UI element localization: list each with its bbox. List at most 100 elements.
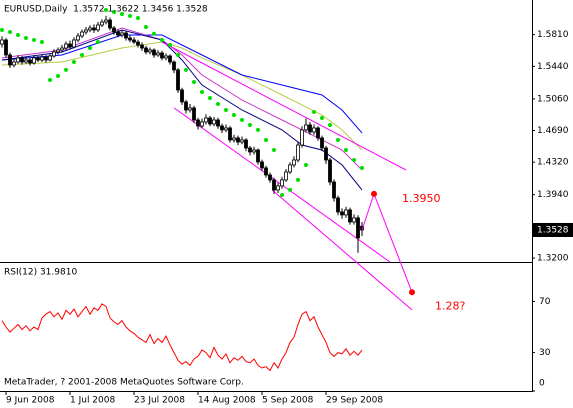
copyright: MetaTrader, ? 2001-2008 MetaQuotes Softw… [4,378,244,388]
candle-body [56,49,60,53]
forecast-label: 1.3950 [402,192,441,205]
candle-body [124,32,128,39]
candle-body [148,49,152,53]
sar-dot [64,67,68,72]
candle-body [276,185,280,191]
candle-body [316,127,320,139]
candle-body [20,57,24,63]
candle-body [312,127,316,133]
candle-body [208,117,212,125]
candle-body [348,209,352,223]
sar-dot [16,33,20,38]
sar-dot [144,24,148,29]
sar-dot [272,147,276,152]
sar-dot [40,40,44,45]
candle-body [232,137,236,141]
sar-dot [200,90,204,95]
candle-body [296,144,300,161]
rsi-y-tick-label: 70 [539,297,551,307]
candle-body [268,174,272,181]
candle-body [156,52,160,56]
candle-body [68,43,72,48]
candle-body [120,32,124,36]
candle-body [140,44,144,49]
candle-body [92,27,96,31]
sar-dot [136,15,140,20]
rsi-y-tick-label: 30 [539,348,551,358]
candle-body [132,39,136,43]
candle-body [152,49,156,56]
candle-body [60,47,64,51]
candle-body [328,159,332,183]
candle-body [228,127,232,141]
sar-dot [120,12,124,17]
candle-body [64,43,68,49]
candle-body [52,51,56,57]
candle-body [180,89,184,103]
sar-dot [232,112,236,117]
candle-body [104,19,108,23]
candle-body [168,55,172,63]
sar-dot [304,162,308,167]
sar-dot [280,192,284,197]
sar-dot [256,127,260,132]
trendline [271,189,413,311]
x-tick-label: 1 Jul 2008 [70,396,115,406]
candle-body [204,117,208,123]
candle-body [300,129,304,146]
sar-dot [224,107,228,112]
sar-dot [0,27,4,32]
candle-body [256,149,260,163]
candle-body [216,119,220,127]
sar-dot [288,187,292,192]
candle-body [100,21,104,26]
candle-body [172,61,176,71]
rsi-y-tick-label: 0 [539,379,545,389]
candle-body [112,27,116,33]
indicator-title: RSI(12) 31.9810 [4,268,77,278]
candle-body [160,52,164,59]
sar-dot [344,147,348,152]
last-price-label: 1.3528 [537,225,569,235]
candle-body [240,139,244,143]
candle-body [212,119,216,125]
candle-body [28,59,32,64]
sar-dot [264,137,268,142]
candle-body [0,39,4,45]
sar-dot [320,115,324,120]
candle-body [16,57,20,63]
candle-body [72,39,76,48]
candle-body [252,149,256,153]
candle-body [336,197,340,213]
sar-dot [296,177,300,182]
candle-body [288,164,292,173]
candle-body [84,29,88,33]
candle-body [164,55,168,59]
y-tick-label: 1.5440 [537,62,569,72]
sar-dot [216,101,220,106]
candle-body [36,57,40,61]
candle-body [352,217,356,223]
last-price-box [533,222,573,237]
candle-body [40,56,44,61]
sar-dot [32,37,36,42]
sar-dot [72,59,76,64]
moving-average [1,27,363,171]
candle-body [264,167,268,176]
sar-dot [184,67,188,72]
candle-body [80,31,84,37]
x-tick-label: 9 Jun 2008 [6,396,55,406]
candle-body [116,31,120,36]
sar-dot [240,118,244,123]
forecast-line [373,193,413,293]
candle-body [128,37,132,41]
candle-body [272,179,276,191]
sar-dot [128,14,132,19]
candle-body [220,125,224,131]
chart-title: EURUSD,Daily 1.3572 1.3622 1.3456 1.3528 [4,5,208,15]
candle-body [324,147,328,161]
sar-dot [192,79,196,84]
sar-dot [8,30,12,35]
